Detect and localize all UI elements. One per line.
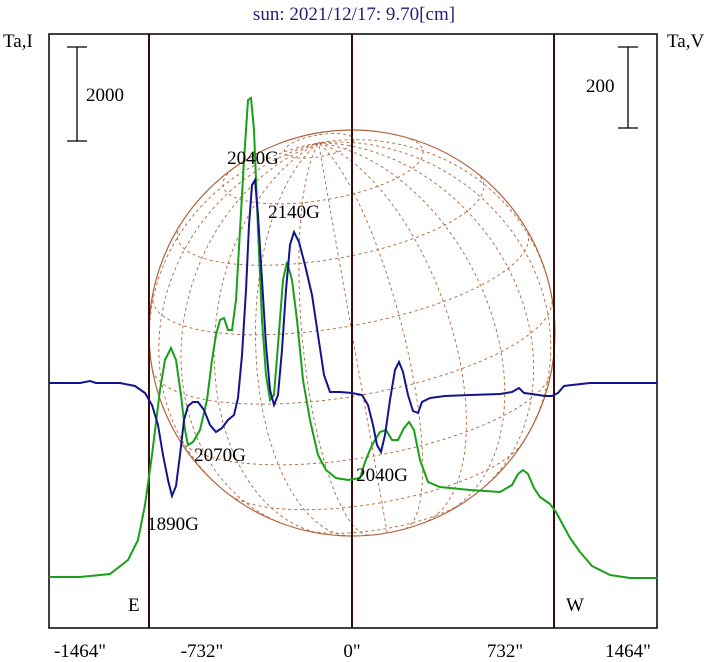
longitude-line	[158, 142, 319, 486]
series-layer	[49, 96, 657, 579]
longitude-line	[213, 142, 322, 535]
latitude-line	[152, 299, 553, 405]
x-tick-label: -1464"	[54, 641, 106, 662]
series-I-line	[49, 96, 657, 579]
ylabel-right: Ta,V	[667, 31, 704, 52]
latitude-line	[283, 132, 355, 159]
longitude-line	[318, 139, 553, 298]
limb-marker-W: W	[566, 595, 584, 616]
latitude-line	[222, 136, 424, 205]
scale-right-label: 200	[586, 76, 615, 97]
ylabel-left: Ta,I	[3, 31, 33, 52]
plot-frame	[48, 33, 658, 629]
x-axis-ticks: -1464" -732" 0" 732" 1464"	[54, 641, 651, 662]
longitude-line	[318, 142, 424, 530]
annotation-label: 2140G	[268, 202, 320, 223]
annotation-label: 1890G	[147, 514, 199, 535]
scale-bars	[67, 46, 638, 142]
scale-left-label: 2000	[86, 85, 124, 106]
series-V-line	[49, 176, 657, 500]
latitude-line	[305, 502, 464, 534]
longitude-line	[318, 141, 552, 431]
longitude-line	[318, 142, 506, 512]
limb-marker-E: E	[128, 595, 140, 616]
x-tick-label: 1464"	[605, 641, 651, 662]
longitude-line	[318, 142, 535, 488]
annotation-label: 2070G	[194, 445, 246, 466]
longitude-line	[148, 142, 319, 369]
chart-title: sun: 2021/12/17: 9.70[cm]	[253, 4, 455, 25]
longitude-line	[254, 142, 351, 537]
x-tick-label: -732"	[181, 641, 224, 662]
annotations: 2040G 2140G 2070G 1890G 2040G	[147, 148, 408, 535]
longitude-line	[298, 142, 369, 536]
x-tick-label: 0"	[343, 641, 360, 662]
annotation-label: 2040G	[356, 465, 408, 486]
disk-graticule	[148, 132, 553, 537]
annotation-label: 2040G	[227, 148, 279, 169]
x-tick-label: 732"	[487, 641, 523, 662]
latitude-line	[230, 443, 523, 511]
